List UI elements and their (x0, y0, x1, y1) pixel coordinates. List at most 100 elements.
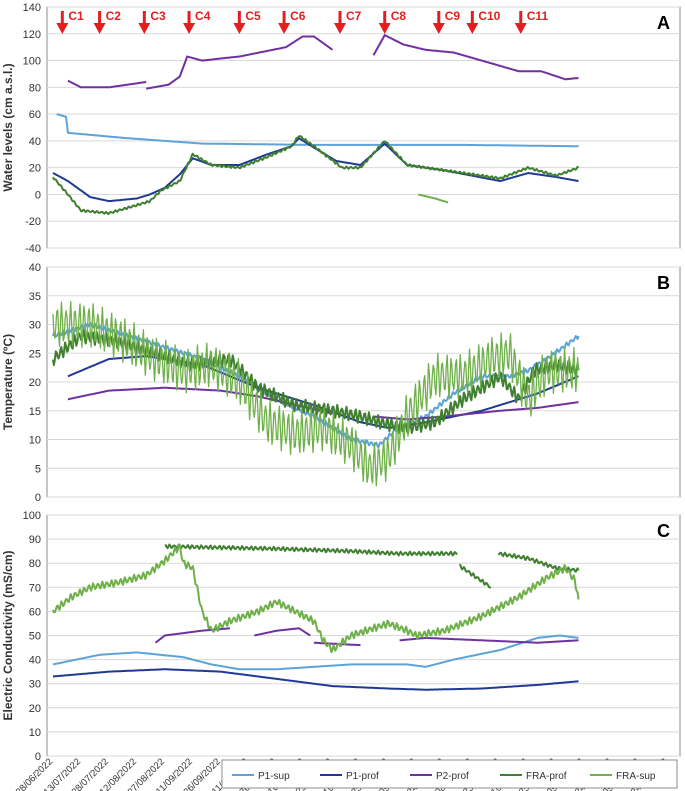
legend-label: FRA-prof (526, 771, 567, 782)
marker-label: C2 (106, 9, 122, 23)
y-tick-label: 70 (29, 582, 41, 594)
series-line-FRA-sup (417, 193, 449, 204)
marker-label: C10 (478, 9, 500, 23)
campaign-marker: C4 (183, 9, 211, 34)
panel-label: B (657, 273, 670, 293)
marker-label: C5 (245, 9, 261, 23)
y-tick-label: 10 (29, 727, 41, 739)
legend-item: P2-prof (410, 771, 469, 782)
series-FRA-sup (417, 193, 449, 204)
campaign-marker: C2 (93, 9, 122, 34)
legend-item: P1-sup (232, 771, 290, 782)
marker-label: C4 (195, 9, 211, 23)
series-line-P2-prof (399, 636, 579, 644)
marker-arrow-head (93, 23, 106, 34)
marker-arrow-head (432, 23, 445, 34)
series-line-P2-prof (254, 627, 311, 637)
y-tick-label: -20 (25, 216, 41, 228)
marker-label: C9 (445, 9, 461, 23)
panel-A: -40 -20 0 20 40 60 80 100 120 140 Water levels (cm… (1, 2, 681, 255)
series-FRA-prof (52, 135, 580, 215)
y-axis-label: Electric Conductivity (mS/cm) (1, 550, 15, 720)
marker-arrow-head (138, 23, 151, 34)
y-tick-label: 20 (29, 703, 41, 715)
series-line-FRA-sup (52, 543, 580, 654)
campaign-marker: C1 (56, 9, 84, 34)
y-tick-label: 140 (23, 2, 41, 14)
campaign-marker: C6 (278, 9, 306, 34)
series-line-P2-prof (372, 34, 579, 81)
series-line-FRA-prof (459, 563, 492, 589)
marker-label: C6 (290, 9, 306, 23)
y-tick-label: 0 (35, 751, 41, 763)
marker-arrow-head (56, 23, 69, 34)
panel-label: A (657, 13, 670, 33)
y-tick-label: 20 (29, 163, 41, 175)
y-axis-label: Water levels (cm a.s.l.) (1, 63, 15, 191)
series-FRA-sup (52, 543, 580, 654)
legend-label: FRA-sup (616, 771, 656, 782)
series-line-P1-prof (52, 668, 579, 691)
marker-label: C7 (346, 9, 362, 23)
y-tick-label: 60 (29, 606, 41, 618)
series-line-P1-sup (52, 634, 579, 671)
y-tick-label: 0 (35, 189, 41, 201)
series-line-P2-prof (67, 79, 147, 89)
series-P2-prof (67, 34, 579, 90)
y-tick-label: 10 (29, 435, 41, 447)
campaign-marker: C7 (334, 9, 362, 34)
y-tick-label: 100 (23, 510, 41, 522)
marker-label: C11 (527, 9, 549, 23)
y-tick-label: 25 (29, 348, 41, 360)
y-tick-label: 30 (29, 320, 41, 332)
y-tick-label: 40 (29, 262, 41, 274)
y-tick-label: 20 (29, 377, 41, 389)
y-tick-label: 40 (29, 655, 41, 667)
y-tick-label: 15 (29, 406, 41, 418)
y-tick-label: 80 (29, 558, 41, 570)
campaign-marker: C8 (378, 9, 407, 34)
panel-B: 0 5 10 15 20 25 30 35 40 Temperature (ºC) B (1, 262, 681, 504)
y-tick-label: 30 (29, 679, 41, 691)
marker-arrow-head (278, 23, 291, 34)
legend: P1-sup P1-prof P2-prof FRA-prof FRA-sup (221, 759, 678, 789)
legend-item: FRA-sup (590, 771, 656, 782)
marker-arrow-head (183, 23, 196, 34)
campaign-marker: C5 (233, 9, 261, 34)
series-line-FRA-sup (52, 301, 580, 487)
marker-arrow-head (514, 23, 527, 34)
y-tick-label: 80 (29, 82, 41, 94)
y-tick-label: 35 (29, 291, 41, 303)
series-line-P2-prof (145, 35, 334, 90)
series-line-FRA-prof (52, 135, 580, 215)
marker-label: C1 (68, 9, 84, 23)
campaign-marker: C9 (432, 9, 461, 34)
marker-label: C3 (150, 9, 166, 23)
marker-arrow-head (378, 23, 391, 34)
y-tick-label: 40 (29, 136, 41, 148)
y-tick-label: 100 (23, 56, 41, 68)
legend-label: P1-sup (258, 771, 290, 782)
y-tick-label: 50 (29, 631, 41, 643)
series-line-FRA-prof (164, 543, 458, 557)
campaign-marker: C10 (466, 9, 501, 34)
series-line-P1-sup (56, 113, 579, 148)
legend-item: P1-prof (320, 771, 379, 782)
series-P1-sup (56, 113, 579, 148)
campaign-marker: C3 (138, 9, 166, 34)
panel-label: C (657, 521, 670, 541)
legend-label: P2-prof (436, 771, 469, 782)
legend-item: FRA-prof (500, 771, 567, 782)
marker-label: C8 (391, 9, 407, 23)
y-axis-label: Temperature (ºC) (1, 334, 15, 430)
panel-C: 0 10 20 30 40 50 60 70 80 90 100 Electric Conductiv… (1, 510, 681, 763)
y-tick-label: 60 (29, 109, 41, 121)
series-P1-prof (52, 668, 579, 691)
campaign-marker: C11 (514, 9, 549, 34)
marker-arrow-head (334, 23, 346, 34)
y-tick-label: 0 (35, 492, 41, 504)
marker-arrow-head (466, 23, 479, 34)
legend-label: P1-prof (346, 771, 379, 782)
y-tick-label: -40 (25, 243, 41, 255)
